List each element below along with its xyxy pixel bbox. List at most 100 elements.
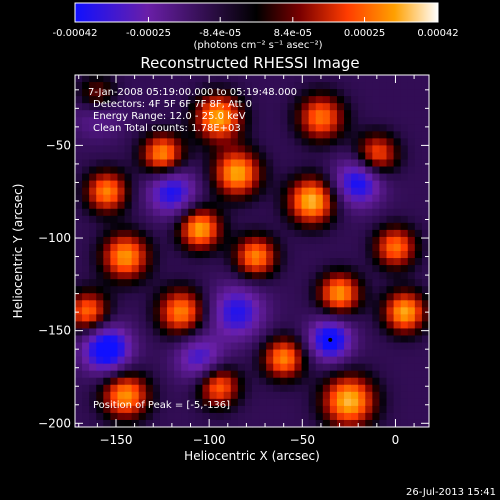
heatmap-cell (230, 251, 239, 259)
heatmap-cell (372, 342, 381, 351)
heatmap-cell (294, 208, 303, 217)
heatmap-cell (294, 370, 303, 379)
heatmap-cell (308, 152, 317, 161)
heatmap-cell (344, 194, 352, 203)
heatmap-cell (351, 419, 359, 428)
heatmap-cell (322, 173, 331, 182)
heatmap-cell (131, 208, 140, 217)
heatmap-cell (287, 342, 296, 351)
heatmap-cell (89, 138, 97, 146)
heatmap-cell (244, 370, 253, 379)
heatmap-cell (188, 412, 196, 421)
heatmap-cell (209, 258, 218, 266)
heatmap-cell (421, 166, 430, 175)
heatmap-cell (407, 272, 416, 280)
heatmap-cell (351, 215, 359, 224)
heatmap-cell (329, 370, 338, 379)
heatmap-cell (202, 75, 211, 83)
heatmap-cell (273, 356, 281, 365)
heatmap-cell (124, 398, 133, 407)
heatmap-cell (372, 173, 381, 182)
heatmap-cell (167, 75, 175, 83)
heatmap-cell (152, 321, 161, 330)
heatmap-cell (386, 335, 395, 344)
heatmap-cell (181, 82, 189, 90)
heatmap-cell (124, 187, 133, 196)
heatmap-cell (202, 201, 211, 210)
heatmap-cell (344, 300, 352, 308)
heatmap-cell (308, 265, 317, 273)
heatmap-cell (421, 412, 430, 421)
heatmap-cell (365, 236, 373, 245)
heatmap-cell (167, 279, 175, 287)
heatmap-cell (82, 117, 90, 125)
heatmap-cell (336, 279, 345, 287)
heatmap-cell (117, 265, 126, 273)
heatmap-cell (358, 222, 366, 231)
heatmap-cell (421, 145, 430, 154)
heatmap-cell (294, 384, 303, 393)
heatmap-cell (407, 405, 416, 414)
heatmap-cell (244, 265, 253, 273)
heatmap-cell (131, 265, 140, 273)
heatmap-cell (259, 314, 267, 322)
heatmap-cell (322, 145, 331, 154)
heatmap-cell (230, 272, 239, 280)
footer-timestamp: 26-Jul-2013 15:41 (406, 487, 496, 498)
heatmap-cell (131, 201, 140, 210)
heatmap-cell (223, 229, 232, 238)
heatmap-cell (167, 265, 175, 273)
heatmap-cell (379, 138, 388, 146)
heatmap-cell (358, 370, 366, 379)
heatmap-cell (372, 335, 381, 344)
heatmap-cell (244, 405, 253, 414)
heatmap-cell (365, 356, 373, 365)
heatmap-cell (315, 124, 324, 132)
heatmap-cell (103, 82, 111, 90)
heatmap-cell (421, 152, 430, 161)
heatmap-cell (89, 110, 97, 118)
heatmap-cell (82, 314, 90, 322)
heatmap-cell (244, 173, 253, 182)
heatmap-cell (259, 110, 267, 118)
heatmap-cell (273, 314, 281, 322)
heatmap-cell (329, 307, 338, 315)
heatmap-cell (209, 300, 218, 308)
heatmap-cell (244, 272, 253, 280)
heatmap-cell (315, 187, 324, 196)
heatmap-cell (315, 208, 324, 217)
heatmap-cell (273, 222, 281, 231)
heatmap-cell (358, 124, 366, 132)
heatmap-cell (336, 117, 345, 125)
heatmap-cell (379, 335, 388, 344)
heatmap-cell (110, 419, 119, 428)
heatmap-cell (315, 222, 324, 231)
heatmap-cell (287, 321, 296, 330)
heatmap-cell (237, 265, 246, 273)
heatmap-cell (209, 251, 218, 259)
heatmap-cell (152, 187, 161, 196)
heatmap-cell (174, 173, 182, 182)
heatmap-cell (301, 145, 310, 154)
heatmap-cell (82, 335, 90, 344)
heatmap-cell (230, 103, 239, 111)
heatmap-cell (195, 321, 204, 330)
heatmap-cell (96, 82, 104, 90)
heatmap-cell (329, 412, 338, 421)
heatmap-cell (351, 251, 359, 259)
heatmap-cell (407, 138, 416, 146)
heatmap-cell (259, 229, 267, 238)
heatmap-cell (223, 363, 232, 372)
heatmap-cell (195, 265, 204, 273)
heatmap-cell (421, 110, 430, 118)
heatmap-cell (75, 138, 83, 146)
heatmap-cell (322, 321, 331, 330)
heatmap-cell (230, 356, 239, 365)
heatmap-cell (230, 89, 239, 97)
heatmap-cell (393, 138, 402, 146)
heatmap-cell (308, 138, 317, 146)
heatmap-cell (89, 307, 97, 315)
heatmap-cell (365, 265, 373, 273)
heatmap-cell (308, 89, 317, 97)
heatmap-cell (273, 363, 281, 372)
